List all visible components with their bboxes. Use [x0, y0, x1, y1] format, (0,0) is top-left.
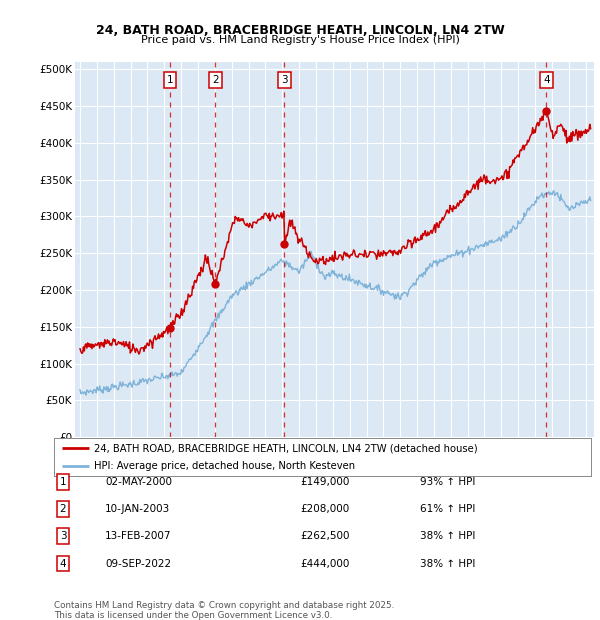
Text: 13-FEB-2007: 13-FEB-2007: [105, 531, 172, 541]
Text: 3: 3: [281, 75, 287, 85]
Text: 24, BATH ROAD, BRACEBRIDGE HEATH, LINCOLN, LN4 2TW: 24, BATH ROAD, BRACEBRIDGE HEATH, LINCOL…: [95, 24, 505, 37]
Text: 24, BATH ROAD, BRACEBRIDGE HEATH, LINCOLN, LN4 2TW (detached house): 24, BATH ROAD, BRACEBRIDGE HEATH, LINCOL…: [94, 443, 478, 453]
Text: Contains HM Land Registry data © Crown copyright and database right 2025.: Contains HM Land Registry data © Crown c…: [54, 601, 394, 611]
Text: £208,000: £208,000: [300, 504, 349, 514]
Text: 02-MAY-2000: 02-MAY-2000: [105, 477, 172, 487]
Text: 10-JAN-2003: 10-JAN-2003: [105, 504, 170, 514]
Text: 2: 2: [212, 75, 218, 85]
Text: This data is licensed under the Open Government Licence v3.0.: This data is licensed under the Open Gov…: [54, 611, 332, 620]
Text: 38% ↑ HPI: 38% ↑ HPI: [420, 531, 475, 541]
Text: £262,500: £262,500: [300, 531, 349, 541]
Text: 61% ↑ HPI: 61% ↑ HPI: [420, 504, 475, 514]
Text: £444,000: £444,000: [300, 559, 349, 569]
Text: £149,000: £149,000: [300, 477, 349, 487]
Text: 09-SEP-2022: 09-SEP-2022: [105, 559, 171, 569]
Text: 3: 3: [59, 531, 67, 541]
Text: Price paid vs. HM Land Registry's House Price Index (HPI): Price paid vs. HM Land Registry's House …: [140, 35, 460, 45]
Text: 1: 1: [59, 477, 67, 487]
Text: 93% ↑ HPI: 93% ↑ HPI: [420, 477, 475, 487]
Text: 4: 4: [59, 559, 67, 569]
Text: 4: 4: [543, 75, 550, 85]
Text: HPI: Average price, detached house, North Kesteven: HPI: Average price, detached house, Nort…: [94, 461, 355, 471]
Text: 38% ↑ HPI: 38% ↑ HPI: [420, 559, 475, 569]
Text: 1: 1: [167, 75, 173, 85]
Text: 2: 2: [59, 504, 67, 514]
